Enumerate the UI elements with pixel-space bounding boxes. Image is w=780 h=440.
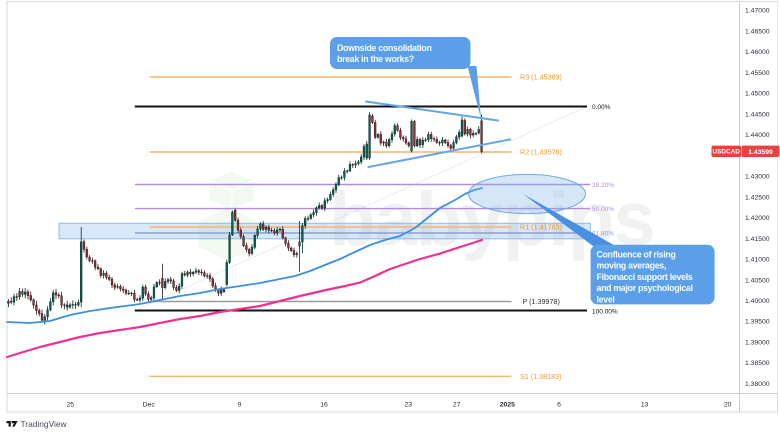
svg-text:Confluence of rising: Confluence of rising <box>597 250 676 260</box>
svg-text:R1 (1.41783): R1 (1.41783) <box>520 223 562 232</box>
svg-text:1.46500: 1.46500 <box>745 28 770 35</box>
svg-text:1.41000: 1.41000 <box>745 257 770 264</box>
svg-text:1.38000: 1.38000 <box>745 381 770 388</box>
svg-text:P (1.39978): P (1.39978) <box>523 297 560 306</box>
svg-text:16: 16 <box>320 402 328 409</box>
svg-text:1.43599: 1.43599 <box>748 149 773 156</box>
svg-text:13: 13 <box>641 402 649 409</box>
svg-text:1.46000: 1.46000 <box>745 49 770 56</box>
svg-text:1.40000: 1.40000 <box>745 298 770 305</box>
svg-text:break in the works?: break in the works? <box>337 54 414 64</box>
svg-text:20: 20 <box>724 402 732 409</box>
svg-text:61.80%: 61.80% <box>592 231 614 238</box>
svg-text:1.39000: 1.39000 <box>745 340 770 347</box>
svg-text:R3 (1.45383): R3 (1.45383) <box>520 73 562 82</box>
svg-text:38.20%: 38.20% <box>592 182 614 189</box>
svg-text:9: 9 <box>238 402 242 409</box>
svg-text:level: level <box>597 294 615 304</box>
svg-text:TradingView: TradingView <box>21 419 68 429</box>
svg-text:27: 27 <box>453 402 461 409</box>
svg-text:and major psychological: and major psychological <box>597 283 693 293</box>
svg-text:Fibonacci support levels: Fibonacci support levels <box>597 272 693 282</box>
svg-text:Dec: Dec <box>143 402 156 409</box>
svg-text:1.42500: 1.42500 <box>745 194 770 201</box>
svg-text:Downside consolidation: Downside consolidation <box>337 43 432 53</box>
svg-text:R2 (1.43578): R2 (1.43578) <box>520 148 562 157</box>
svg-text:50.00%: 50.00% <box>592 206 614 213</box>
svg-text:1.44500: 1.44500 <box>745 111 770 118</box>
svg-text:1.47000: 1.47000 <box>745 8 770 15</box>
svg-text:1.44000: 1.44000 <box>745 132 770 139</box>
svg-text:6: 6 <box>557 402 561 409</box>
svg-text:25: 25 <box>67 402 75 409</box>
svg-text:23: 23 <box>405 402 413 409</box>
svg-text:2025: 2025 <box>500 402 515 409</box>
svg-text:1.40500: 1.40500 <box>745 277 770 284</box>
svg-text:USDCAD: USDCAD <box>713 149 741 156</box>
svg-text:moving averages,: moving averages, <box>597 261 667 271</box>
svg-text:1.45000: 1.45000 <box>745 91 770 98</box>
svg-text:100.00%: 100.00% <box>592 309 618 316</box>
svg-text:1.45500: 1.45500 <box>745 70 770 77</box>
svg-text:1.42000: 1.42000 <box>745 215 770 222</box>
svg-text:0.00%: 0.00% <box>592 104 611 111</box>
svg-text:S1 (1.38183): S1 (1.38183) <box>520 372 562 381</box>
svg-text:1.38500: 1.38500 <box>745 360 770 367</box>
svg-text:1.41500: 1.41500 <box>745 236 770 243</box>
svg-text:1.39500: 1.39500 <box>745 319 770 326</box>
svg-text:1.43000: 1.43000 <box>745 174 770 181</box>
